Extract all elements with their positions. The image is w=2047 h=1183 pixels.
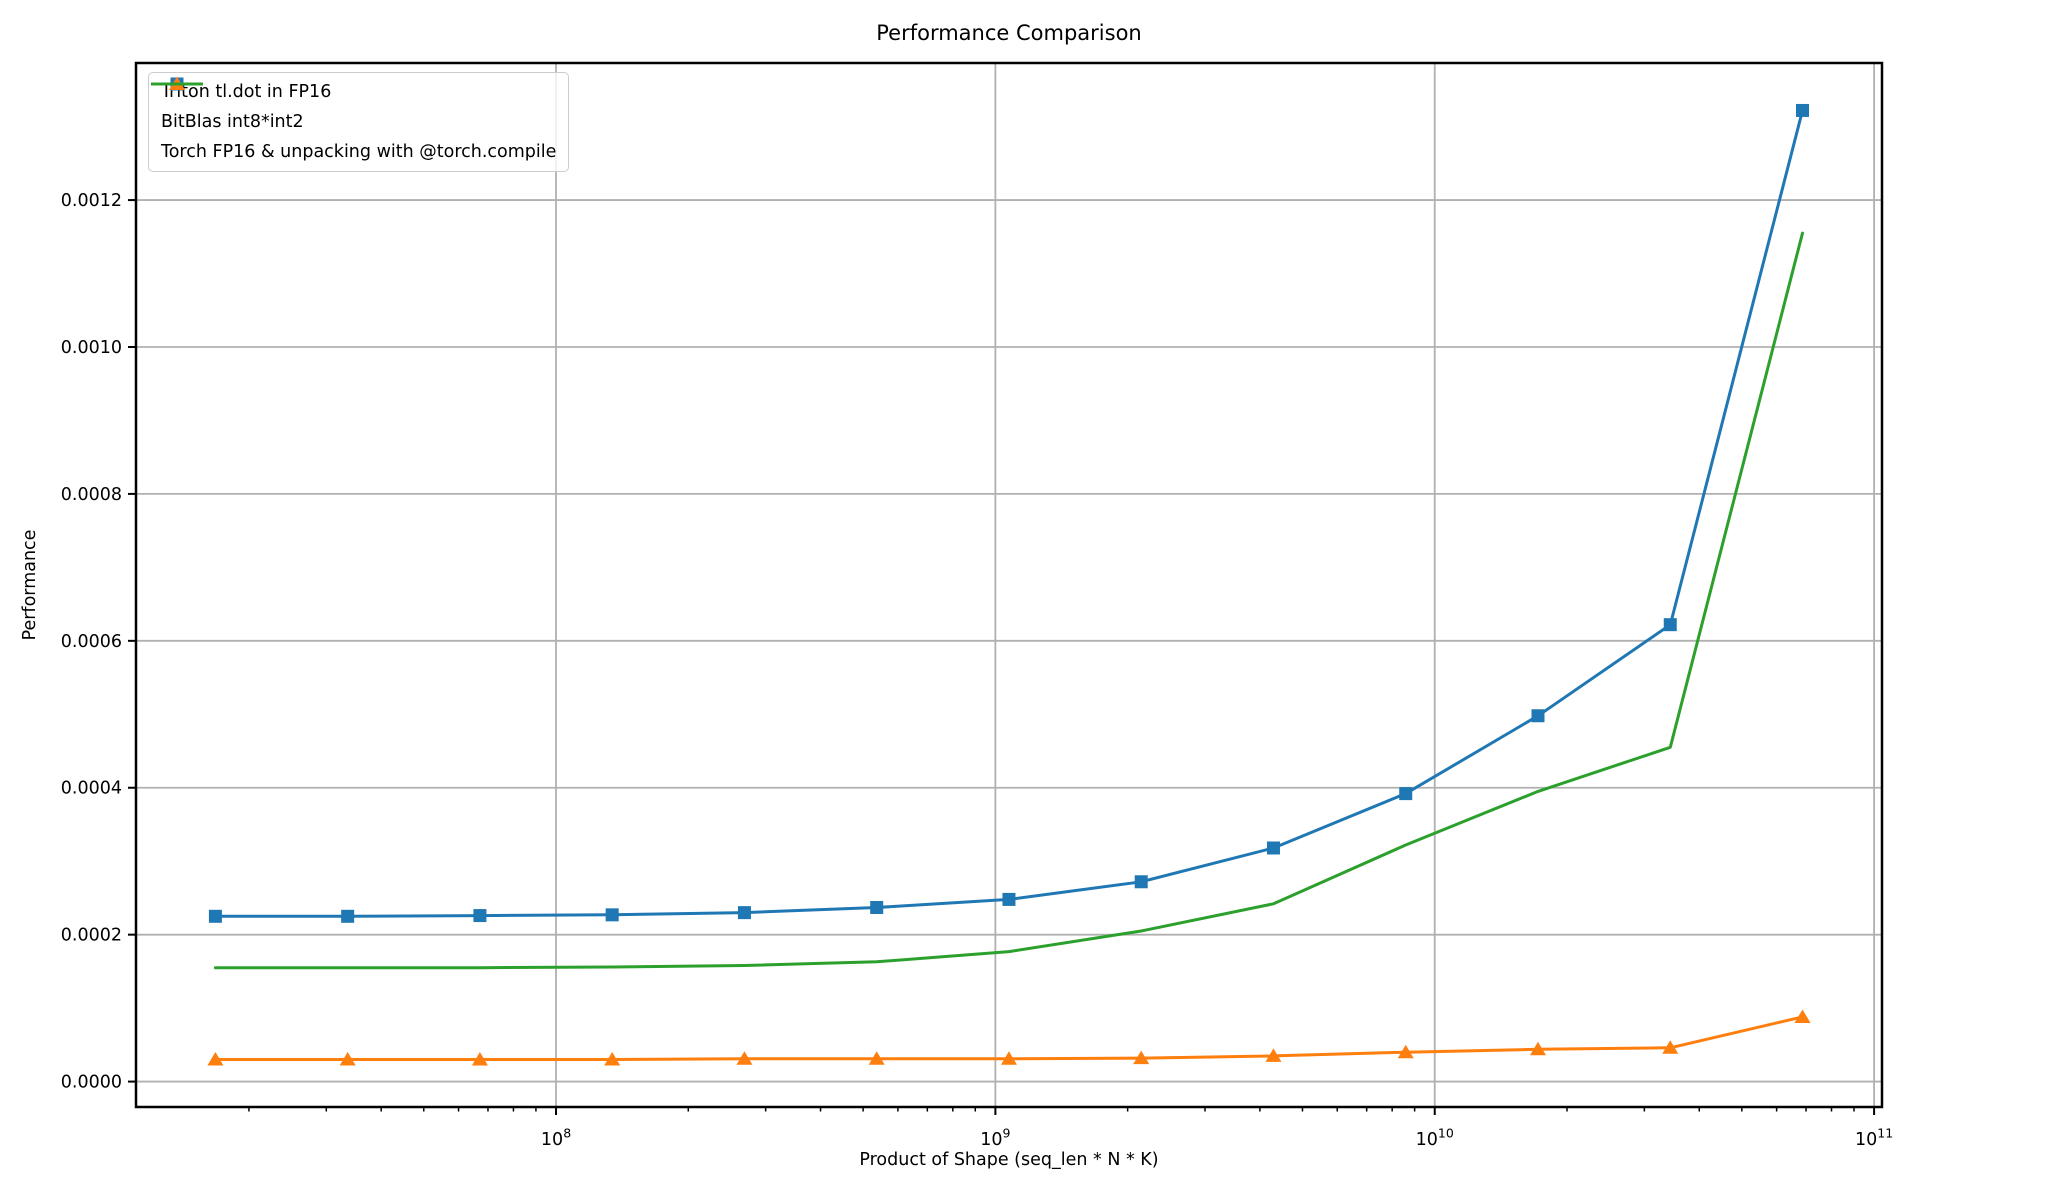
- legend-label: Triton tl.dot in FP16: [161, 82, 332, 102]
- x-tick-label: 108: [541, 1126, 571, 1151]
- series-0: [208, 103, 1810, 923]
- triangle-marker: [868, 1051, 885, 1065]
- triangle-marker: [736, 1051, 753, 1065]
- chart-title: Performance Comparison: [876, 21, 1142, 45]
- x-tick-label: 1010: [1416, 1126, 1454, 1151]
- legend-item: BitBlas int8*int2: [151, 76, 556, 137]
- triangle-marker: [207, 1052, 224, 1066]
- axis-ticks: [128, 199, 1876, 1115]
- plot-border: [134, 61, 1884, 1109]
- y-tick-label: 0.0010: [61, 338, 122, 358]
- square-marker: [870, 900, 884, 914]
- triangle-marker: [1265, 1048, 1282, 1062]
- legend-swatch: [151, 82, 203, 86]
- legend: Triton tl.dot in FP16 BitBlas int8*int2 To…: [148, 72, 570, 172]
- triangle-marker: [604, 1052, 621, 1066]
- y-tick-label: 0.0006: [61, 632, 122, 652]
- series-2: [213, 231, 1804, 970]
- legend-label: BitBlas int8*int2: [161, 112, 304, 132]
- y-tick-label: 0.0008: [61, 485, 122, 505]
- square-marker: [605, 908, 619, 922]
- triangle-marker: [1133, 1050, 1150, 1065]
- y-tick-label: 0.0004: [61, 779, 122, 799]
- triangle-marker: [339, 1052, 356, 1066]
- tick-labels: 0.0000 0.0002 0.0004 0.0006 0.0008 0.0010 0.00…: [61, 191, 1893, 1150]
- square-marker: [473, 909, 487, 923]
- x-tick-label: 1011: [1855, 1126, 1893, 1151]
- y-axis-label: Performance: [20, 529, 40, 641]
- square-marker: [1796, 103, 1810, 117]
- y-tick-label: 0.0012: [61, 191, 122, 211]
- triangle-marker: [1000, 1051, 1017, 1065]
- triangle-marker: [1662, 1040, 1679, 1054]
- triangle-marker: [1529, 1041, 1546, 1056]
- triangle-marker: [1794, 1009, 1811, 1023]
- grid: [136, 63, 1882, 1107]
- square-marker: [341, 909, 355, 923]
- square-marker: [1663, 618, 1677, 632]
- square-marker: [1002, 892, 1016, 906]
- legend-item: Torch FP16 & unpacking with @torch.compi…: [151, 82, 557, 167]
- triangle-marker: [471, 1052, 488, 1066]
- y-tick-label: 0.0002: [61, 926, 122, 946]
- legend-item: Triton tl.dot in FP16: [151, 77, 556, 107]
- square-marker: [1399, 787, 1413, 801]
- series-line: [213, 231, 1804, 970]
- legend-label: Torch FP16 & unpacking with @torch.compi…: [161, 142, 557, 162]
- x-axis-label: Product of Shape (seq_len * N * K): [859, 1150, 1159, 1170]
- square-marker: [1134, 875, 1148, 889]
- triangle-marker: [1397, 1044, 1414, 1059]
- square-marker: [1531, 709, 1545, 723]
- x-tick-label: 109: [980, 1126, 1010, 1151]
- square-marker: [737, 906, 751, 920]
- y-tick-label: 0.0000: [61, 1073, 122, 1093]
- series-line: [213, 109, 1804, 918]
- square-marker: [1266, 841, 1280, 855]
- series-1: [207, 1009, 1811, 1066]
- square-marker: [208, 909, 222, 923]
